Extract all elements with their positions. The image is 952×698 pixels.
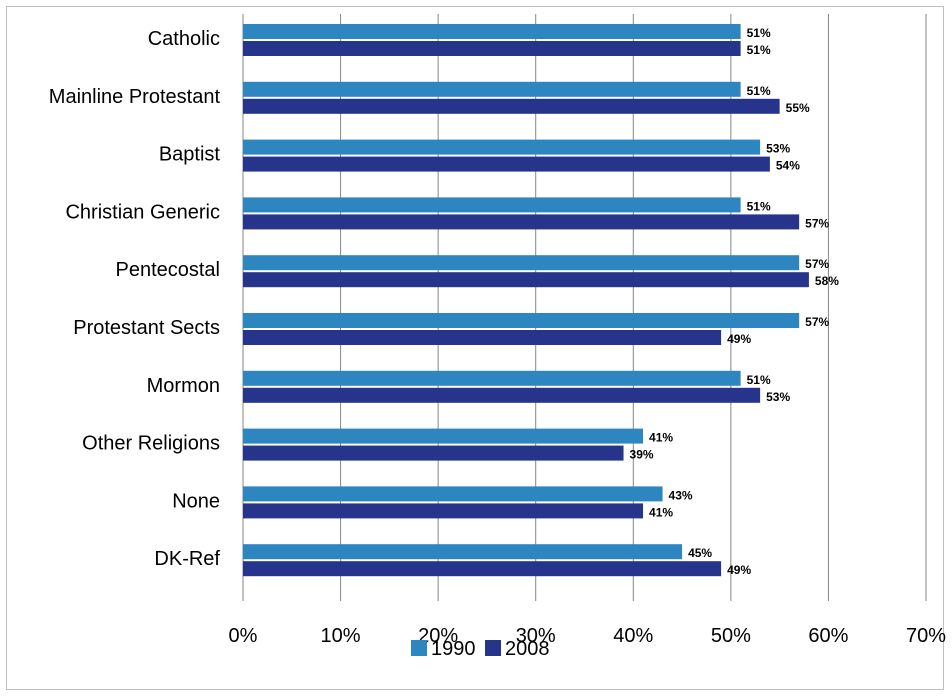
data-label: 41% — [649, 505, 673, 519]
bar-2008-7 — [243, 445, 624, 461]
bar-2008-5 — [243, 330, 722, 345]
x-tick-label: 40% — [613, 625, 653, 647]
bar-1990-6 — [243, 370, 741, 386]
bar-2008-6 — [243, 387, 761, 403]
data-label: 49% — [727, 332, 751, 346]
category-label: Other Religions — [82, 433, 220, 455]
bar-2008-8 — [243, 503, 644, 519]
bar-1990-5 — [243, 313, 800, 328]
bar-2008-0 — [243, 41, 741, 56]
x-tick-label: 10% — [321, 625, 361, 647]
bar-2008-3 — [243, 214, 800, 230]
data-label: 58% — [815, 274, 839, 288]
data-label: 51% — [747, 84, 771, 98]
bar-1990-8 — [243, 486, 663, 502]
bar-1990-1 — [243, 81, 741, 97]
category-label: Mainline Protestant — [49, 86, 221, 108]
x-tick-label: 50% — [711, 625, 751, 647]
data-label: 57% — [805, 257, 829, 271]
legend-label: 2008 — [505, 638, 550, 660]
data-label: 51% — [747, 26, 771, 40]
data-label: 55% — [786, 101, 810, 115]
bars: 51% 51% 51% 55% 53% 54% 51% 57% 57% 58% 57% 49% 51% 5… — [243, 24, 839, 577]
bar-2008-4 — [243, 272, 809, 288]
category-label: Baptist — [159, 144, 221, 166]
bar-1990-7 — [243, 428, 644, 444]
bar-1990-0 — [243, 24, 741, 39]
legend-label: 1990 — [431, 638, 476, 660]
category-label: Protestant Sects — [73, 317, 220, 339]
bar-1990-9 — [243, 544, 683, 560]
bar-2008-2 — [243, 156, 770, 172]
bar-1990-2 — [243, 139, 761, 155]
x-tick-label: 70% — [906, 625, 946, 647]
category-label: None — [172, 490, 220, 512]
x-tick-label: 0% — [229, 625, 258, 647]
x-tick-labels: 0% 10% 20% 30% 40% 50% 60% 70% — [229, 625, 947, 647]
legend-swatch-2008 — [485, 640, 501, 656]
x-tick-label: 60% — [808, 625, 848, 647]
data-label: 43% — [669, 488, 693, 502]
data-label: 49% — [727, 563, 751, 577]
data-label: 51% — [747, 43, 771, 57]
data-label: 39% — [630, 448, 654, 462]
bar-2008-9 — [243, 561, 722, 577]
category-labels: Catholic Mainline Protestant Baptist Christ… — [49, 28, 221, 570]
data-label: 54% — [776, 159, 800, 173]
category-label: Catholic — [148, 28, 220, 50]
category-label: Pentecostal — [115, 259, 220, 281]
bar-1990-4 — [243, 255, 800, 271]
x-tick-label: 30% — [516, 625, 556, 647]
legend: 1990 2008 — [411, 638, 550, 660]
data-label: 51% — [747, 199, 771, 213]
x-tick-label: 20% — [418, 625, 458, 647]
bar-1990-3 — [243, 197, 741, 213]
data-label: 53% — [766, 390, 790, 404]
category-label: Christian Generic — [65, 201, 220, 223]
data-label: 53% — [766, 142, 790, 156]
data-label: 51% — [747, 373, 771, 387]
data-label: 57% — [805, 315, 829, 329]
data-label: 45% — [688, 546, 712, 560]
bar-2008-1 — [243, 98, 780, 114]
data-label: 57% — [805, 216, 829, 230]
category-label: Mormon — [147, 375, 220, 397]
category-label: DK-Ref — [154, 548, 220, 570]
data-label: 41% — [649, 431, 673, 445]
legend-swatch-1990 — [411, 640, 427, 656]
